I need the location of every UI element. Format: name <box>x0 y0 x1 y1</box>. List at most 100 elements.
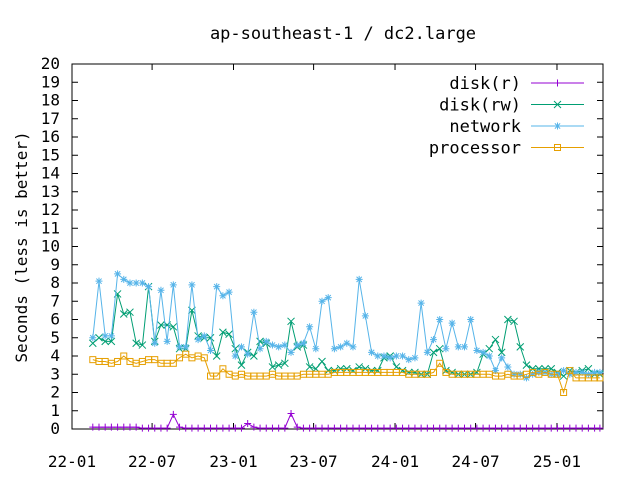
data-point <box>312 424 320 432</box>
data-point <box>194 336 202 344</box>
x-tick-label: 24-07 <box>451 452 499 471</box>
data-point <box>560 424 568 432</box>
data-point <box>237 424 245 432</box>
x-tick-label: 22-07 <box>128 452 176 471</box>
data-point <box>182 424 190 432</box>
data-point <box>373 366 382 375</box>
data-point <box>188 281 196 289</box>
y-tick-label: 14 <box>41 164 60 183</box>
data-point <box>176 343 184 351</box>
data-point <box>287 348 295 356</box>
data-point <box>349 424 357 432</box>
data-point <box>250 352 258 360</box>
data-point <box>436 424 444 432</box>
data-point <box>566 367 574 375</box>
data-point <box>467 316 475 323</box>
data-point <box>374 424 382 432</box>
data-point <box>138 424 146 432</box>
data-point <box>342 364 351 373</box>
data-point <box>343 339 351 347</box>
data-point <box>355 275 363 283</box>
data-point <box>510 424 518 432</box>
data-point <box>417 299 425 307</box>
y-tick-label: 8 <box>50 273 60 292</box>
data-point <box>504 424 512 432</box>
data-point <box>454 343 462 351</box>
data-point <box>529 370 537 378</box>
y-tick-label: 7 <box>50 291 60 310</box>
data-point <box>231 344 240 353</box>
legend-label: network <box>449 117 521 137</box>
data-point <box>151 424 159 432</box>
data-point <box>157 424 165 432</box>
data-point <box>430 368 438 376</box>
data-point <box>516 343 525 351</box>
data-point <box>95 277 103 285</box>
data-point <box>479 348 487 356</box>
data-point <box>578 368 586 376</box>
data-point <box>516 424 524 432</box>
data-point <box>336 364 345 373</box>
data-point <box>473 347 481 355</box>
series-line <box>92 353 600 395</box>
data-point <box>392 424 400 432</box>
y-tick-label: 19 <box>41 72 60 91</box>
y-tick-label: 16 <box>41 127 60 146</box>
data-point <box>281 341 289 349</box>
data-point <box>163 424 171 432</box>
data-point <box>491 367 499 375</box>
data-point <box>324 424 332 432</box>
data-point <box>169 322 178 331</box>
data-point <box>176 423 184 431</box>
data-point <box>138 341 147 349</box>
data-point <box>107 423 115 431</box>
data-point <box>126 308 134 317</box>
data-point <box>584 364 593 373</box>
legend-marker <box>553 100 562 109</box>
data-point <box>293 423 301 431</box>
data-point <box>250 423 258 431</box>
data-point <box>157 286 165 294</box>
data-point <box>491 424 499 432</box>
data-point <box>244 350 252 358</box>
data-point <box>479 424 487 432</box>
data-point <box>89 423 97 431</box>
data-point <box>188 424 196 432</box>
data-point <box>429 348 438 357</box>
data-point <box>219 328 227 337</box>
data-point <box>182 350 190 358</box>
data-point <box>380 352 388 360</box>
data-point <box>213 372 221 380</box>
data-point <box>596 424 604 432</box>
data-point <box>516 370 524 378</box>
data-point <box>411 354 419 362</box>
data-point <box>522 361 531 369</box>
data-point <box>95 333 103 342</box>
data-point <box>349 343 357 351</box>
data-point <box>559 372 568 380</box>
data-point <box>268 424 276 432</box>
data-point <box>89 334 97 342</box>
data-point <box>596 368 604 376</box>
data-point <box>126 423 134 431</box>
data-point <box>256 345 264 353</box>
series-disk-r- <box>89 409 604 432</box>
x-tick-label: 23-07 <box>290 452 338 471</box>
data-point <box>423 348 431 356</box>
data-point <box>361 312 369 320</box>
data-point <box>318 424 326 432</box>
data-point <box>411 424 419 432</box>
data-point <box>132 339 141 348</box>
data-point <box>591 374 599 382</box>
data-point <box>584 370 592 378</box>
data-point <box>151 339 159 347</box>
x-tick-label: 22-01 <box>48 452 96 471</box>
data-point <box>281 424 289 432</box>
data-point <box>368 348 376 356</box>
data-point <box>262 337 270 345</box>
data-point <box>213 424 221 432</box>
data-point <box>169 410 177 418</box>
data-point <box>312 345 320 353</box>
data-point <box>182 343 190 351</box>
